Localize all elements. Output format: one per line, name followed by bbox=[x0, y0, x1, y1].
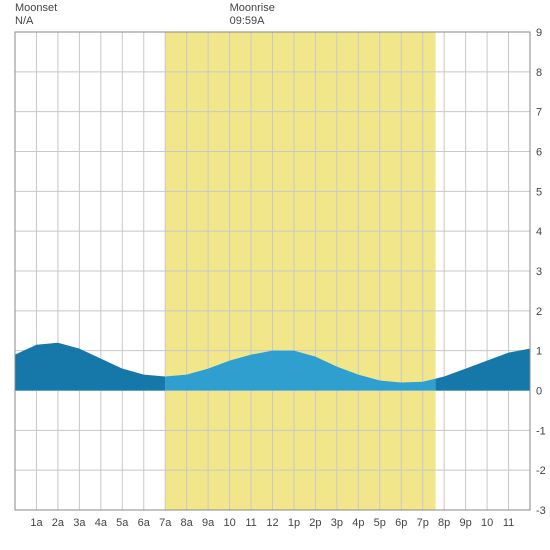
x-tick-label: 2a bbox=[52, 517, 65, 529]
x-tick-label: 7a bbox=[159, 517, 172, 529]
x-tick-label: 3a bbox=[73, 517, 86, 529]
y-tick-label: 5 bbox=[536, 186, 542, 198]
moonset-title: Moonset bbox=[15, 2, 57, 15]
y-tick-label: -1 bbox=[536, 425, 546, 437]
chart-header: Moonset N/A Moonrise 09:59A bbox=[0, 0, 550, 30]
x-tick-label: 1p bbox=[288, 517, 300, 529]
moonrise-label: Moonrise 09:59A bbox=[230, 2, 275, 28]
x-tick-label: 4a bbox=[95, 517, 108, 529]
tide-chart-container: Moonset N/A Moonrise 09:59A -3-2-1012345… bbox=[0, 0, 550, 550]
x-tick-label: 3p bbox=[331, 517, 343, 529]
x-tick-label: 8p bbox=[438, 517, 450, 529]
y-tick-label: 0 bbox=[536, 386, 542, 398]
tide-chart: -3-2-101234567891a2a3a4a5a6a7a8a9a101112… bbox=[0, 0, 550, 550]
x-tick-label: 10 bbox=[223, 517, 235, 529]
y-tick-label: 2 bbox=[536, 306, 542, 318]
y-tick-label: -2 bbox=[536, 465, 546, 477]
x-tick-label: 11 bbox=[245, 517, 256, 529]
x-tick-label: 10 bbox=[481, 517, 493, 529]
x-tick-label: 9a bbox=[202, 517, 215, 529]
y-tick-label: 6 bbox=[536, 147, 542, 159]
x-tick-label: 2p bbox=[309, 517, 321, 529]
x-tick-label: 9p bbox=[460, 517, 472, 529]
x-tick-label: 6a bbox=[138, 517, 151, 529]
y-tick-label: 3 bbox=[536, 266, 542, 278]
x-tick-label: 8a bbox=[181, 517, 194, 529]
y-tick-label: 7 bbox=[536, 107, 542, 119]
x-tick-label: 7p bbox=[417, 517, 429, 529]
y-tick-label: -3 bbox=[536, 505, 546, 517]
moonrise-value: 09:59A bbox=[230, 15, 275, 28]
y-tick-label: 4 bbox=[536, 226, 542, 238]
moonset-label: Moonset N/A bbox=[15, 2, 57, 28]
x-tick-label: 4p bbox=[352, 517, 364, 529]
x-tick-label: 6p bbox=[395, 517, 407, 529]
x-tick-label: 1a bbox=[30, 517, 43, 529]
x-tick-label: 11 bbox=[503, 517, 514, 529]
moonset-value: N/A bbox=[15, 15, 57, 28]
y-tick-label: 1 bbox=[536, 346, 542, 358]
moonrise-title: Moonrise bbox=[230, 2, 275, 15]
x-tick-label: 5p bbox=[374, 517, 386, 529]
x-tick-label: 5a bbox=[116, 517, 129, 529]
y-tick-label: 8 bbox=[536, 67, 542, 79]
x-tick-label: 12 bbox=[266, 517, 278, 529]
